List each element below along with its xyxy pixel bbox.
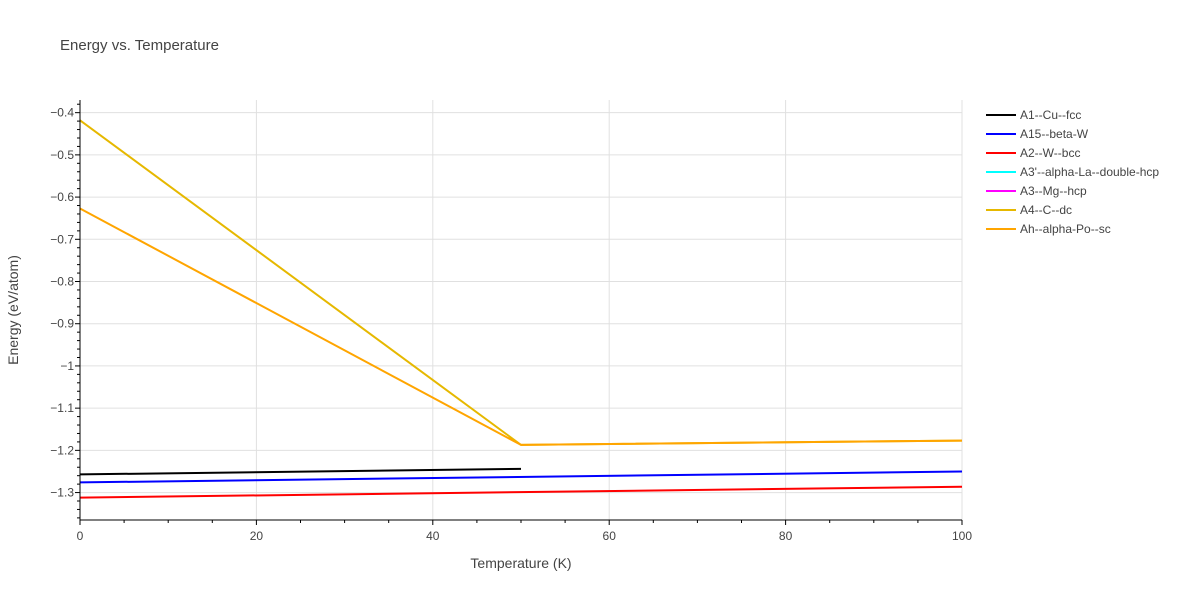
series-line-ah-alpha-po-sc (79, 207, 963, 446)
legend-item[interactable]: A15--beta-W (986, 127, 1089, 141)
legend-label: Ah--alpha-Po--sc (1020, 222, 1111, 236)
axes (75, 100, 963, 525)
legend-item[interactable]: A3'--alpha-La--double-hcp (986, 165, 1159, 179)
x-tick-label: 100 (952, 529, 972, 543)
chart-title: Energy vs. Temperature (60, 37, 219, 54)
legend-item[interactable]: A3--Mg--hcp (986, 184, 1087, 198)
y-tick-label: −0.9 (50, 317, 74, 331)
legend-item[interactable]: A4--C--dc (986, 203, 1072, 217)
legend-label: A2--W--bcc (1020, 146, 1080, 160)
x-tick-label: 40 (426, 529, 440, 543)
series-line-a4-c-dc (79, 119, 963, 446)
legend-item[interactable]: Ah--alpha-Po--sc (986, 222, 1111, 236)
x-tick-label: 60 (603, 529, 617, 543)
y-tick-label: −1 (60, 359, 74, 373)
series-line-a1-cu-fcc (79, 467, 522, 476)
legend-label: A15--beta-W (1020, 127, 1089, 141)
y-tick-label: −1.1 (50, 401, 74, 415)
y-tick-label: −1.3 (50, 486, 74, 500)
legend-item[interactable]: A1--Cu--fcc (986, 108, 1081, 122)
grid (80, 100, 963, 520)
y-tick-label: −0.8 (50, 275, 74, 289)
x-tick-label: 80 (779, 529, 793, 543)
legend-item[interactable]: A2--W--bcc (986, 146, 1080, 160)
legend-label: A3--Mg--hcp (1020, 184, 1087, 198)
legend-label: A1--Cu--fcc (1020, 108, 1081, 122)
plot-lines (79, 119, 963, 499)
tick-labels: 0 20 40 60 80 100 −0.4 −0.5 −0.6 −0.7 −0.8 −0.9 −1 −1… (50, 106, 972, 543)
y-tick-label: −0.7 (50, 232, 74, 246)
x-axis-label: Temperature (K) (470, 555, 571, 571)
x-tick-label: 20 (250, 529, 264, 543)
series-line-a15-beta-w (79, 470, 963, 484)
y-tick-label: −0.5 (50, 148, 74, 162)
series-line-a2-w-bcc (79, 485, 963, 499)
y-tick-label: −0.6 (50, 190, 74, 204)
y-tick-label: −0.4 (50, 106, 74, 120)
legend-label: A3'--alpha-La--double-hcp (1020, 165, 1159, 179)
y-tick-label: −1.2 (50, 443, 74, 457)
x-tick-label: 0 (77, 529, 84, 543)
y-axis-label: Energy (eV/atom) (5, 255, 21, 365)
legend-label: A4--C--dc (1020, 203, 1072, 217)
legend[interactable]: A1--Cu--fcc A15--beta-W A2--W--bcc A3'--alp… (986, 108, 1159, 236)
